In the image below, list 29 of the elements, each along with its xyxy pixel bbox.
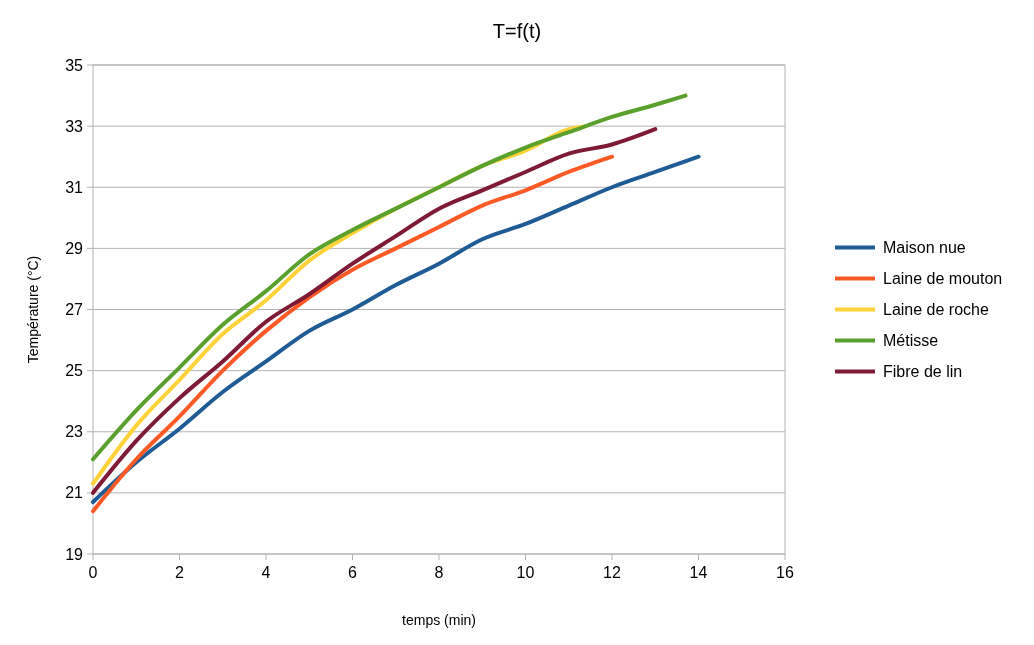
y-tick-label: 29 [65, 239, 84, 257]
x-tick-label: 8 [434, 564, 444, 581]
x-tick-label: 16 [776, 564, 794, 581]
line-series [91, 154, 701, 505]
y-tick-label: 27 [65, 301, 84, 319]
x-tick-label: 6 [348, 564, 358, 581]
legend-label: Fibre de lin [883, 363, 963, 381]
chart-title: T=f(t) [492, 20, 542, 42]
y-tick-label: 21 [65, 484, 84, 502]
x-tick-label: 12 [603, 564, 621, 581]
line-series [91, 154, 614, 514]
y-tick-label: 23 [65, 423, 84, 441]
legend-label: Laine de mouton [883, 270, 1003, 288]
y-tick-label: 31 [65, 178, 84, 196]
x-tick-label: 14 [689, 564, 708, 581]
x-tick-label: 10 [516, 564, 535, 581]
y-tick-label: 33 [65, 117, 84, 135]
legend-label: Maison nue [883, 239, 966, 257]
y-tick-label: 19 [65, 545, 84, 563]
x-axis-title: temps (min) [402, 612, 476, 628]
legend-label: Métisse [883, 332, 939, 350]
line-series [91, 93, 688, 462]
legend-label: Laine de roche [883, 301, 989, 319]
y-tick-label: 25 [65, 362, 84, 380]
y-axis-title: Température (°C) [25, 255, 41, 364]
y-tick-label: 35 [65, 56, 84, 74]
x-tick-label: 4 [261, 564, 271, 581]
x-tick-label: 0 [88, 564, 98, 581]
x-tick-label: 2 [175, 564, 185, 581]
